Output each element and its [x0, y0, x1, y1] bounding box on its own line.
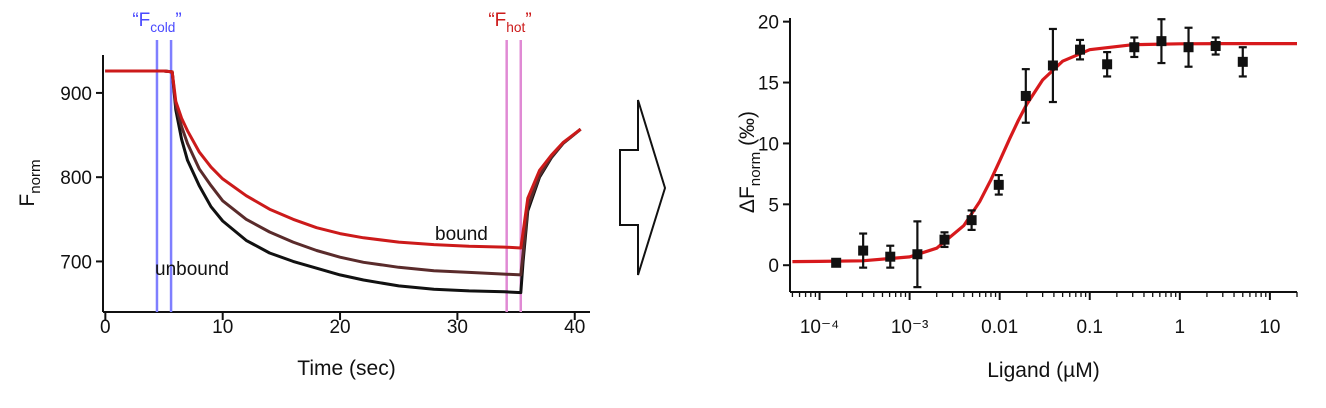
fit-curve [792, 42, 1297, 264]
series-label: bound [435, 224, 488, 245]
y-axis-label-end: (‰) [736, 111, 759, 152]
point [1075, 44, 1086, 55]
x-tick-label: 10 [1259, 317, 1280, 338]
annotation: “Fhot” [488, 10, 531, 35]
point [858, 245, 869, 256]
x-axis-label: Time (sec) [297, 357, 395, 380]
y-tick-label: 20 [758, 13, 779, 34]
annotation-sub: cold [150, 20, 175, 35]
line-series [105, 69, 582, 250]
x-axis-label: Ligand (µM) [987, 359, 1099, 382]
chart: 0 5 10 15 20 10⁻⁴ 10⁻³ 0.01 0.1 1 10 Ligand (µM) ΔFn… [736, 13, 1298, 382]
point [1156, 36, 1167, 47]
y-tick-label: 10 [758, 134, 779, 155]
series-label: unbound [155, 259, 229, 280]
point [939, 234, 950, 245]
x-tick-label: 30 [447, 317, 468, 338]
point [1020, 90, 1031, 101]
annotation: “Fcold” [132, 10, 181, 35]
point [1183, 42, 1194, 53]
y-tick-label: 0 [768, 256, 779, 277]
x-tick-label: 10 [212, 317, 233, 338]
point [1129, 42, 1140, 53]
y-axis-label-main: ΔF [736, 186, 759, 213]
y-tick-label: 5 [768, 195, 779, 216]
y-axis-label: Fnorm [16, 159, 44, 206]
x-tick-label: 10⁻⁴ [800, 317, 839, 338]
y-axis-label-sub: norm [747, 152, 764, 186]
y-axis-label-sub: norm [27, 159, 44, 193]
point [1102, 59, 1113, 70]
annotation-main: “F [488, 10, 506, 31]
point [1237, 56, 1248, 67]
y-tick-label: 800 [60, 168, 92, 189]
point [966, 215, 977, 226]
chart: 700 800 900 0 10 20 30 40 Time (sec) Fnorm unbound… [16, 10, 590, 380]
y-tick-label: 15 [758, 74, 779, 95]
point [912, 249, 923, 260]
x-tick-label: 0 [100, 317, 111, 338]
arrow [619, 99, 667, 276]
point [1210, 41, 1221, 52]
y-tick-label: 900 [60, 84, 92, 105]
y-tick-label: 700 [60, 252, 92, 273]
annotation-end: ” [175, 10, 181, 31]
point [993, 179, 1004, 190]
x-tick-label: 0.01 [981, 317, 1018, 338]
annotation-end: ” [525, 10, 531, 31]
x-tick-label: 10⁻³ [891, 317, 929, 338]
y-axis-label-main: F [16, 194, 39, 207]
annotation-main: “F [132, 10, 150, 31]
x-tick-label: 20 [329, 317, 350, 338]
point [831, 257, 842, 268]
x-tick-label: 0.1 [1077, 317, 1103, 338]
point [885, 251, 896, 262]
point [1047, 60, 1058, 71]
y-axis-label: ΔFnorm (‰) [736, 111, 764, 213]
x-tick-label: 1 [1175, 317, 1186, 338]
x-tick-label: 40 [564, 317, 585, 338]
annotation-sub: hot [506, 20, 525, 35]
